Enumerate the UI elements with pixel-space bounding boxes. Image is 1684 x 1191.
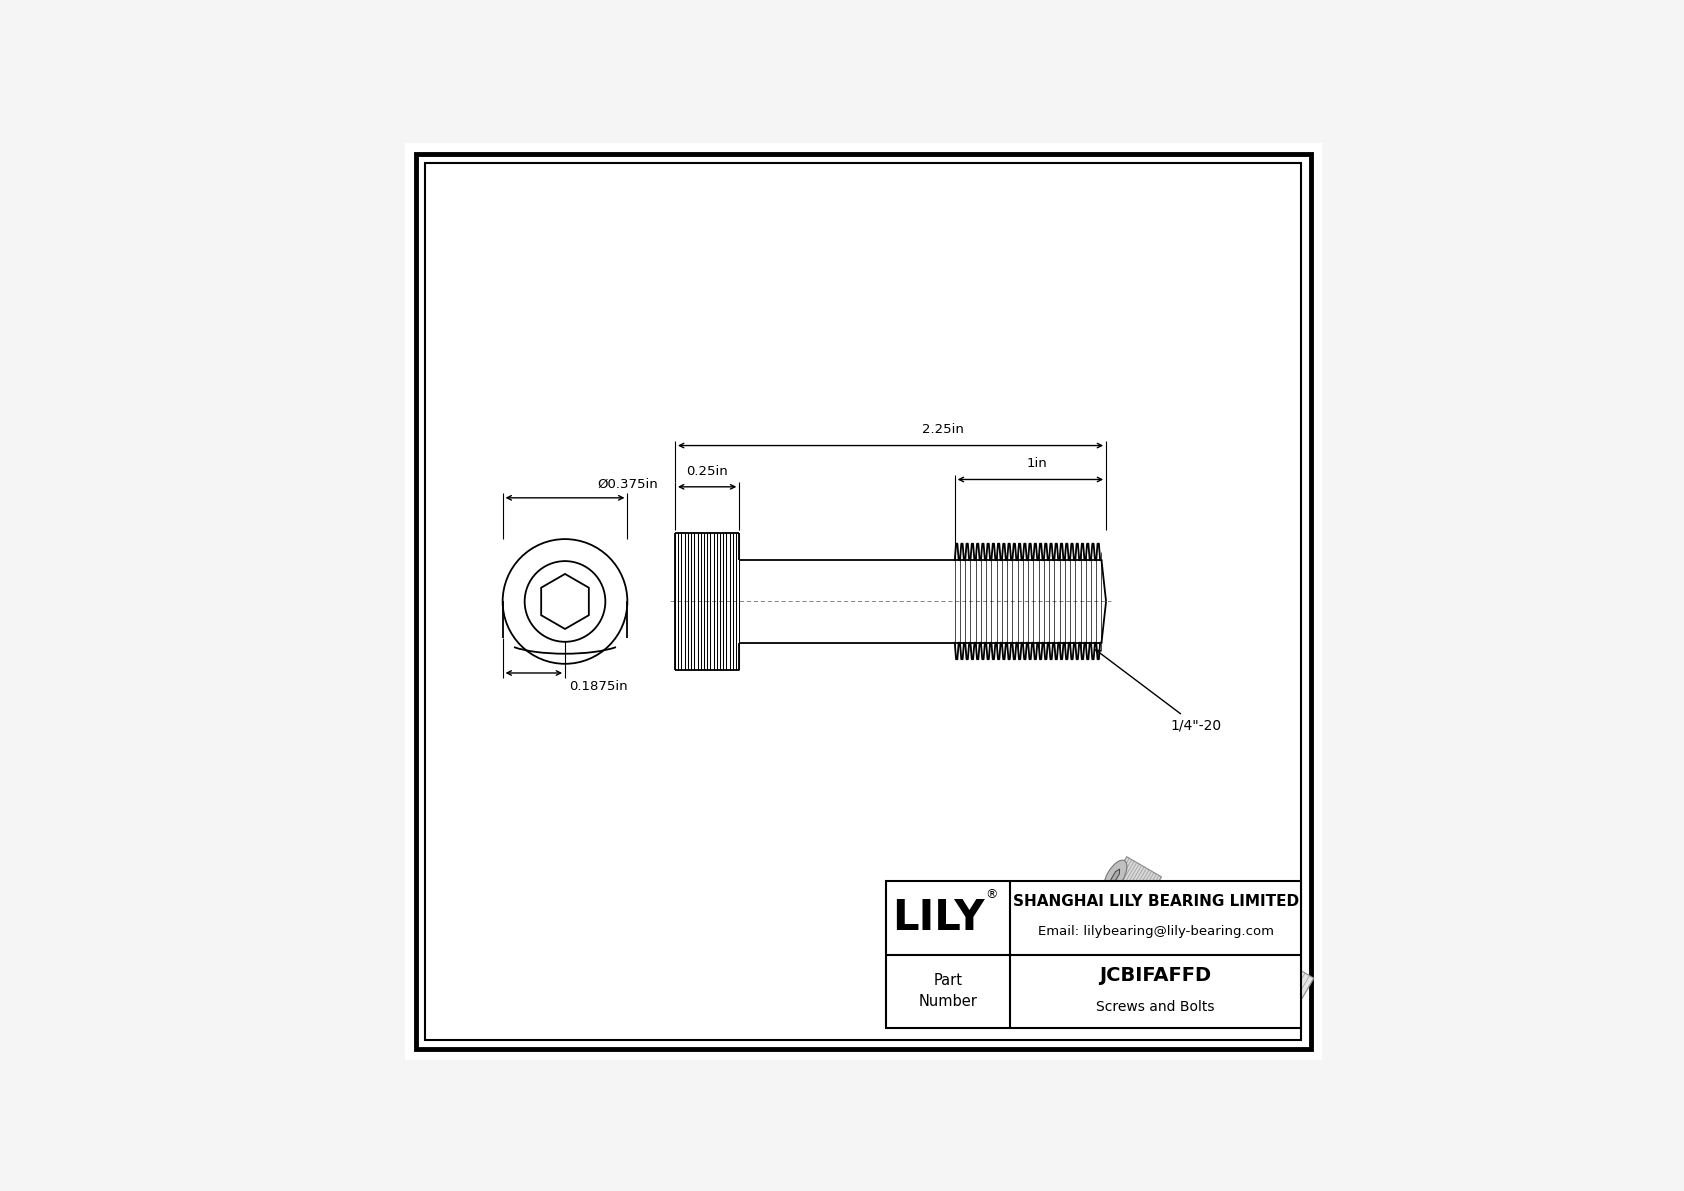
Text: Screws and Bolts: Screws and Bolts xyxy=(1096,999,1214,1014)
Text: LILY: LILY xyxy=(893,897,985,939)
Text: 0.25in: 0.25in xyxy=(687,464,727,478)
Text: 1in: 1in xyxy=(1027,457,1047,470)
Text: 2.25in: 2.25in xyxy=(923,423,965,436)
Text: ®: ® xyxy=(985,888,999,902)
Polygon shape xyxy=(1143,886,1314,999)
Text: Ø0.375in: Ø0.375in xyxy=(598,478,658,491)
Text: JCBIFAFFD: JCBIFAFFD xyxy=(1100,966,1212,985)
Polygon shape xyxy=(1103,856,1162,917)
Ellipse shape xyxy=(1103,860,1127,893)
Text: 1/4"-20: 1/4"-20 xyxy=(1096,650,1221,732)
Text: 0.1875in: 0.1875in xyxy=(569,680,628,693)
Text: Email: lilybearing@lily-bearing.com: Email: lilybearing@lily-bearing.com xyxy=(1037,925,1273,939)
Text: Part
Number: Part Number xyxy=(918,973,977,1009)
Bar xyxy=(886,881,1302,1028)
Ellipse shape xyxy=(525,561,605,642)
Text: SHANGHAI LILY BEARING LIMITED: SHANGHAI LILY BEARING LIMITED xyxy=(1012,893,1298,909)
Polygon shape xyxy=(541,574,589,629)
Ellipse shape xyxy=(502,540,628,663)
Polygon shape xyxy=(1111,869,1120,884)
